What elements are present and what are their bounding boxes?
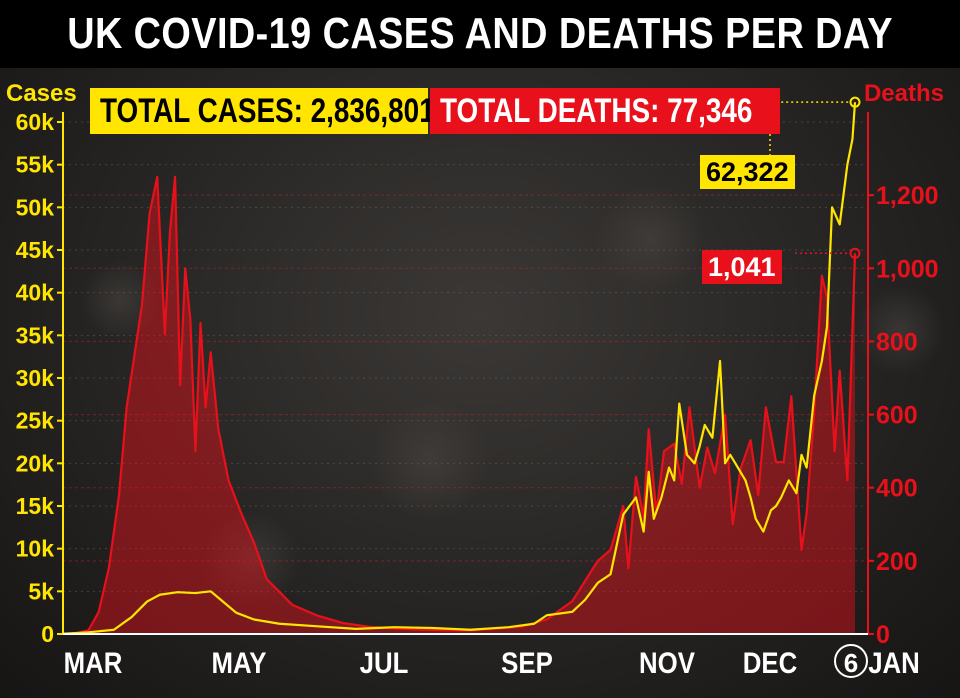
right-tick-label: 1,200: [876, 182, 939, 210]
right-tick-label: 200: [876, 548, 918, 576]
callout-leaders: [769, 101, 850, 255]
total-deaths-badge: TOTAL DEATHS: 77,346: [430, 88, 780, 134]
chart-title: UK COVID-19 CASES AND DEATHS PER DAY: [67, 9, 893, 58]
total-deaths-label: TOTAL DEATHS: 77,346: [440, 92, 753, 130]
latest-cases-callout: 62,322: [700, 155, 795, 189]
left-tick-label: 0: [41, 621, 54, 647]
left-axis-ticks: 0 5k 10k 15k 20k 25k 30k 35k 40k 45k 50k 55k 60k: [16, 109, 63, 647]
left-tick-label: 5k: [28, 578, 54, 604]
virus-shape-decoration: [595, 185, 705, 295]
month-label: DEC: [742, 647, 798, 680]
left-tick-label: 20k: [16, 450, 55, 476]
right-tick-label: 800: [876, 328, 918, 356]
month-label: JAN: [868, 647, 920, 680]
current-day-marker: 6: [834, 644, 868, 678]
virus-shape-decoration: [200, 510, 300, 610]
left-tick-label: 40k: [16, 280, 55, 306]
virus-shape-decoration: [370, 400, 490, 520]
month-label: SEP: [501, 647, 553, 680]
cases-end-point: [849, 96, 861, 108]
cases-line: [62, 102, 857, 635]
left-tick-label: 50k: [16, 194, 55, 220]
month-label: JUL: [359, 647, 409, 680]
deaths-end-point: [849, 247, 861, 259]
left-tick-label: 15k: [16, 493, 55, 519]
latest-deaths-callout: 1,041: [702, 250, 782, 284]
left-tick-label: 55k: [16, 152, 55, 178]
right-tick-label: 1,000: [876, 255, 939, 283]
right-tick-label: 0: [876, 621, 890, 649]
deaths-line: [62, 175, 857, 636]
right-axis-title: Deaths: [863, 80, 944, 107]
left-tick-label: 10k: [16, 536, 55, 562]
title-bar: [0, 0, 960, 68]
deaths-area: [63, 176, 855, 634]
left-tick-label: 60k: [16, 109, 55, 135]
total-cases-badge: TOTAL CASES: 2,836,801: [90, 88, 435, 134]
month-label: MAR: [63, 647, 123, 680]
month-label: NOV: [639, 647, 695, 680]
virus-shape-decoration: [855, 285, 945, 375]
left-tick-label: 35k: [16, 322, 55, 348]
month-label: MAY: [211, 647, 267, 680]
right-axis-ticks: 0 200 400 600 800 1,000 1,200: [868, 182, 939, 649]
deaths-series: [62, 175, 861, 636]
left-tick-label: 45k: [16, 237, 55, 263]
background-texture: [80, 185, 945, 610]
axes: [62, 112, 869, 635]
right-tick-label: 400: [876, 475, 918, 503]
right-tick-label: 600: [876, 402, 918, 430]
cases-series: [62, 96, 861, 635]
left-axis-title: Cases: [6, 80, 77, 107]
left-tick-label: 25k: [16, 408, 55, 434]
total-cases-label: TOTAL CASES: 2,836,801: [100, 92, 435, 130]
left-tick-label: 30k: [16, 365, 55, 391]
